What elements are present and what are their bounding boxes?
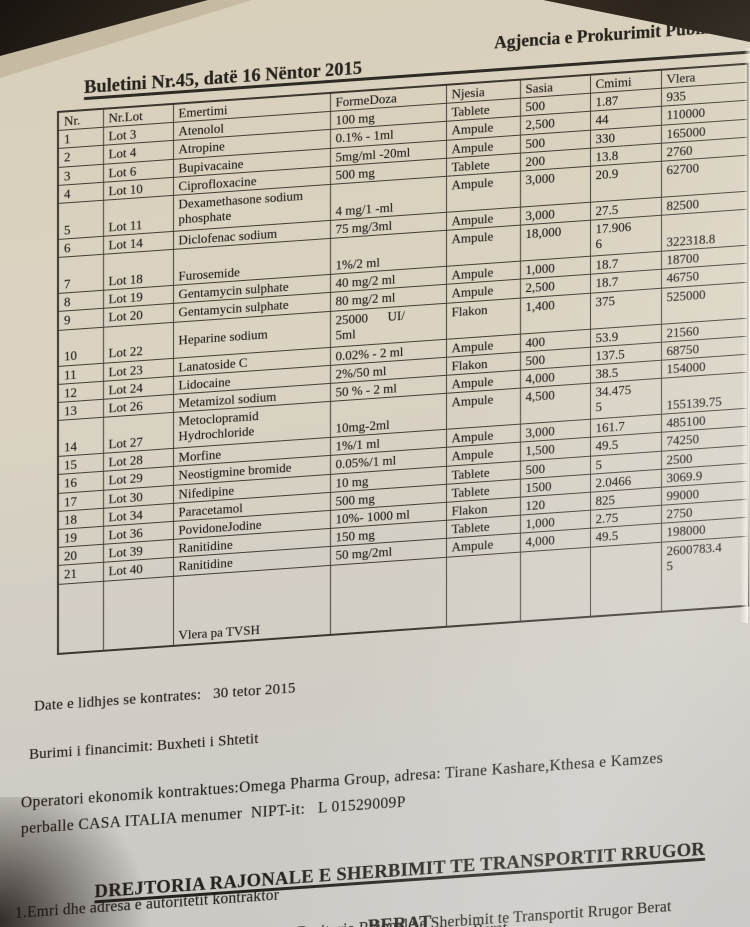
contract-date-line: Date e lidhjes se kontrates: 30 tetor 20… xyxy=(34,680,296,715)
cell-value: 62700 xyxy=(661,155,748,198)
cell-empty xyxy=(58,580,103,654)
cell-unit: Ampule xyxy=(446,225,520,267)
cell-nr: 7 xyxy=(58,254,103,294)
cell-value: 322318.8 xyxy=(661,209,748,252)
cell-nr: 5 xyxy=(58,200,103,240)
cell-lot: Lot 27 xyxy=(103,412,173,454)
cell-unit: Ampule xyxy=(446,171,520,213)
cell-price: 20.9 xyxy=(590,161,661,203)
cell-empty xyxy=(330,556,446,635)
cell-value: 155139.75 xyxy=(661,372,748,415)
cell-qty: 1,400 xyxy=(520,292,590,334)
cell-qty: 4,500 xyxy=(520,383,590,425)
cell-price: 375 xyxy=(590,287,661,329)
cell-unit: Ampule xyxy=(446,388,520,430)
lots-table: Nr. Nr.Lot Emertimi FormeDoza Njesia Sasia Cmi… xyxy=(57,62,749,655)
cell-empty xyxy=(446,551,520,627)
cell-qty: 18,000 xyxy=(520,220,590,262)
cell-price: 34.475 5 xyxy=(590,378,661,420)
cell-empty xyxy=(103,576,173,651)
total-value: 2600783.4 5 xyxy=(661,535,748,612)
funding-line: Burimi i financimit: Buxheti i Shtetit xyxy=(29,730,259,763)
cell-lot: Lot 18 xyxy=(103,249,173,291)
cell-nr: 14 xyxy=(58,417,103,457)
total-label: Vlera pa TVSH xyxy=(173,565,330,646)
cell-unit: Flakon xyxy=(446,297,520,339)
cell-qty: 3,000 xyxy=(520,166,590,208)
cell-value: 525000 xyxy=(661,281,748,324)
lots-table-body: 1 Lot 3 Atenolol 100 mg Tablete 500 1.87 935 2 Lo… xyxy=(58,82,748,654)
cell-lot: Lot 11 xyxy=(103,195,173,237)
cell-nr: 10 xyxy=(58,326,103,367)
cell-lot: Lot 22 xyxy=(103,322,173,363)
cell-price: 17.906 6 xyxy=(590,215,661,257)
cell-empty xyxy=(590,541,661,617)
cell-empty xyxy=(520,546,590,622)
